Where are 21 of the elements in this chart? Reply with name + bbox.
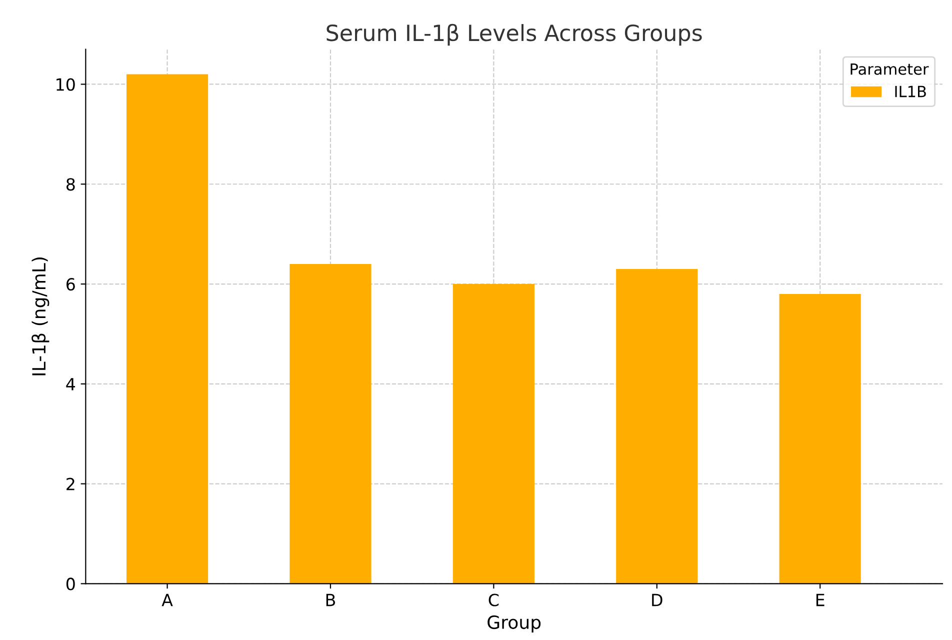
x-tick-label: C [488, 594, 499, 606]
y-axis-title: IL-1β (ng/mL) [32, 258, 50, 376]
bar [452, 284, 534, 584]
bar [779, 294, 861, 584]
y-tick-label: 6 [66, 278, 75, 291]
x-axis-title: Group [488, 615, 541, 633]
y-tick-label: 0 [66, 578, 75, 590]
y-tick-label: 10 [56, 78, 75, 91]
y-tick-label: 8 [66, 178, 75, 191]
bar [616, 269, 698, 584]
x-tick-label: E [816, 594, 824, 606]
chart-title: Serum IL-1β Levels Across Groups [326, 24, 702, 46]
y-tick-label: 2 [66, 478, 74, 490]
y-tick-label: 4 [66, 378, 76, 390]
bar [126, 74, 208, 584]
x-tick-label: D [652, 594, 662, 606]
legend-title: Parameter [850, 64, 929, 75]
legend-label: IL1B [895, 86, 926, 98]
x-tick-label: A [162, 594, 173, 606]
bar [290, 264, 372, 584]
x-tick-label: B [326, 594, 336, 606]
